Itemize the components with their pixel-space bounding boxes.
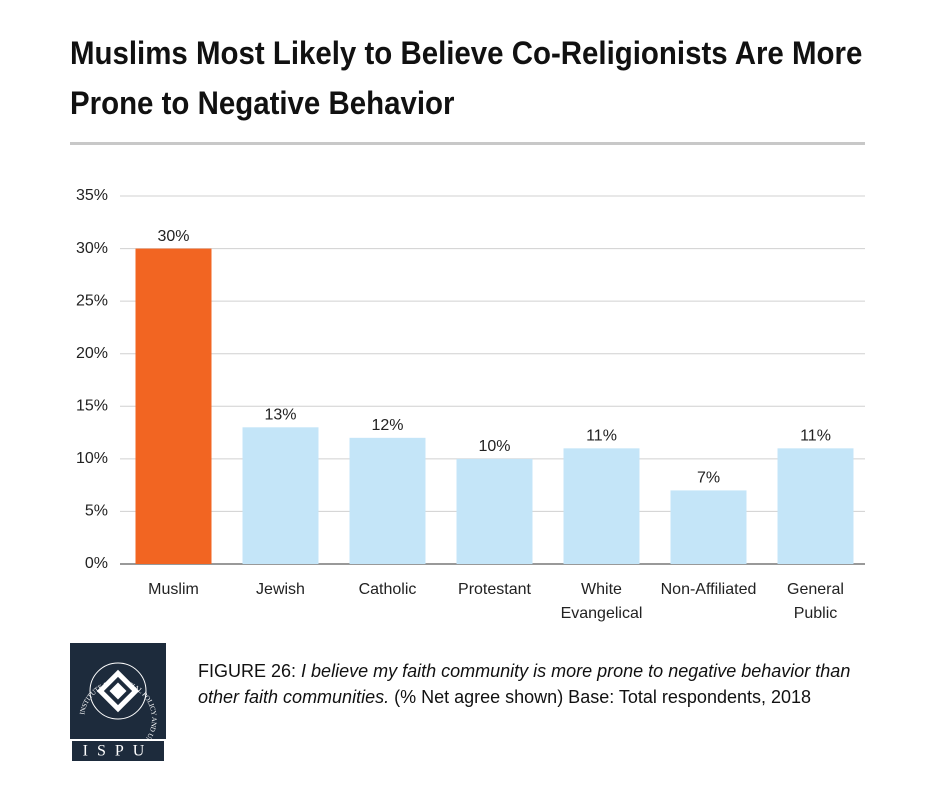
chart-title: Muslims Most Likely to Believe Co-Religi… xyxy=(70,35,863,121)
bar xyxy=(563,448,640,564)
caption: FIGURE 26: I believe my faith community … xyxy=(198,661,851,707)
value-label: 11% xyxy=(586,428,617,445)
value-label: 12% xyxy=(371,417,403,434)
logo: INSTITUTE FOR SOCIAL POLICY AND UNDERSTA… xyxy=(70,643,166,763)
caption-note: (% Net agree shown) Base: Total responde… xyxy=(394,687,812,707)
x-tick-label: White Evangelical xyxy=(560,581,643,622)
value-label: 10% xyxy=(478,438,510,455)
y-tick-label: 15% xyxy=(76,398,108,415)
bar xyxy=(242,427,319,564)
x-tick-label: General Public xyxy=(787,581,844,622)
y-tick-label: 0% xyxy=(85,555,108,572)
y-tick-label: 25% xyxy=(76,292,108,309)
bar xyxy=(456,458,533,564)
logo-diamond xyxy=(96,669,140,713)
bar xyxy=(777,448,854,564)
y-tick-label: 10% xyxy=(76,450,108,467)
value-label: 11% xyxy=(800,428,831,445)
bar xyxy=(670,490,747,564)
x-tick-label: Jewish xyxy=(256,581,305,598)
logo-ring xyxy=(89,662,147,720)
x-tick-label: Protestant xyxy=(458,581,531,598)
caption-label: FIGURE 26 xyxy=(198,661,292,681)
caption-question: I believe my faith community is more pro… xyxy=(198,661,851,707)
value-label: 7% xyxy=(697,470,720,487)
title-rule xyxy=(70,142,865,145)
y-tick-label: 5% xyxy=(85,503,108,520)
value-label: 30% xyxy=(157,228,189,245)
x-tick-label: Non-Affiliated xyxy=(660,581,757,598)
logo-graphic: INSTITUTE FOR SOCIAL POLICY AND UNDERSTA… xyxy=(70,662,166,763)
y-tick-label: 35% xyxy=(76,187,108,204)
y-tick-label: 30% xyxy=(76,240,108,257)
x-tick-label: Muslim xyxy=(148,581,199,598)
logo-band-inner xyxy=(72,741,164,761)
x-tick-label: Catholic xyxy=(358,581,417,598)
bar xyxy=(135,248,212,565)
chart: 0% 5% 10% 15% 20% 25% 30% 35% 30% 13% 12% 10% 11% 7% 1… xyxy=(76,187,865,572)
logo-acronym: ISPU xyxy=(83,743,154,760)
y-tick-label: 20% xyxy=(76,345,108,362)
bar xyxy=(349,437,426,564)
value-label: 13% xyxy=(264,407,296,424)
